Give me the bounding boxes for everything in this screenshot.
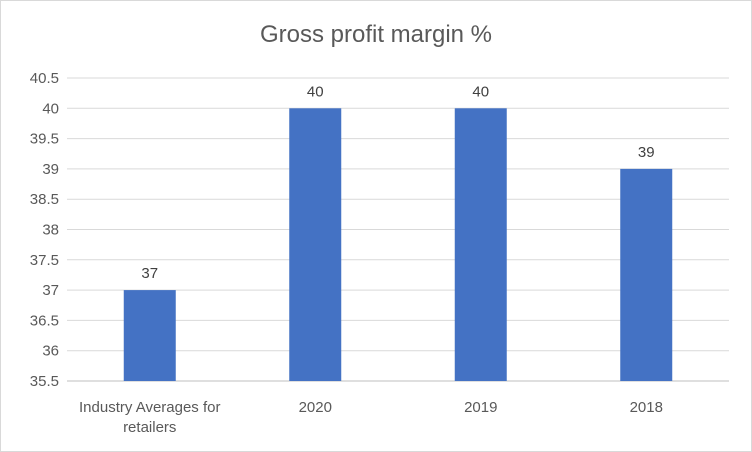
bar [454,108,507,382]
y-tick-label: 35.5 [30,373,59,390]
y-tick-label: 40 [42,100,59,117]
bar [123,290,176,381]
data-label: 37 [141,265,158,282]
x-tick-label: Industry Averages for retailers [79,399,220,436]
chart-title: Gross profit margin % [259,21,493,48]
y-tick-label: 38.5 [30,191,59,208]
x-tick-label: 2018 [630,399,663,416]
x-tick-label: 2020 [299,399,332,416]
data-label: 40 [307,83,324,100]
x-tick-label: 2019 [464,399,497,416]
y-tick-label: 39 [42,161,59,178]
y-tick-label: 37.5 [30,252,59,269]
y-tick-label: 37 [42,282,59,299]
y-tick-label: 36 [42,343,59,360]
y-tick-label: 39.5 [30,131,59,148]
y-tick-label: 40.5 [30,70,59,87]
bar [620,168,673,381]
bar [289,108,342,382]
y-tick-label: 36.5 [30,312,59,329]
y-tick-label: 38 [42,222,59,239]
data-label: 39 [638,144,655,161]
data-label: 40 [472,83,489,100]
